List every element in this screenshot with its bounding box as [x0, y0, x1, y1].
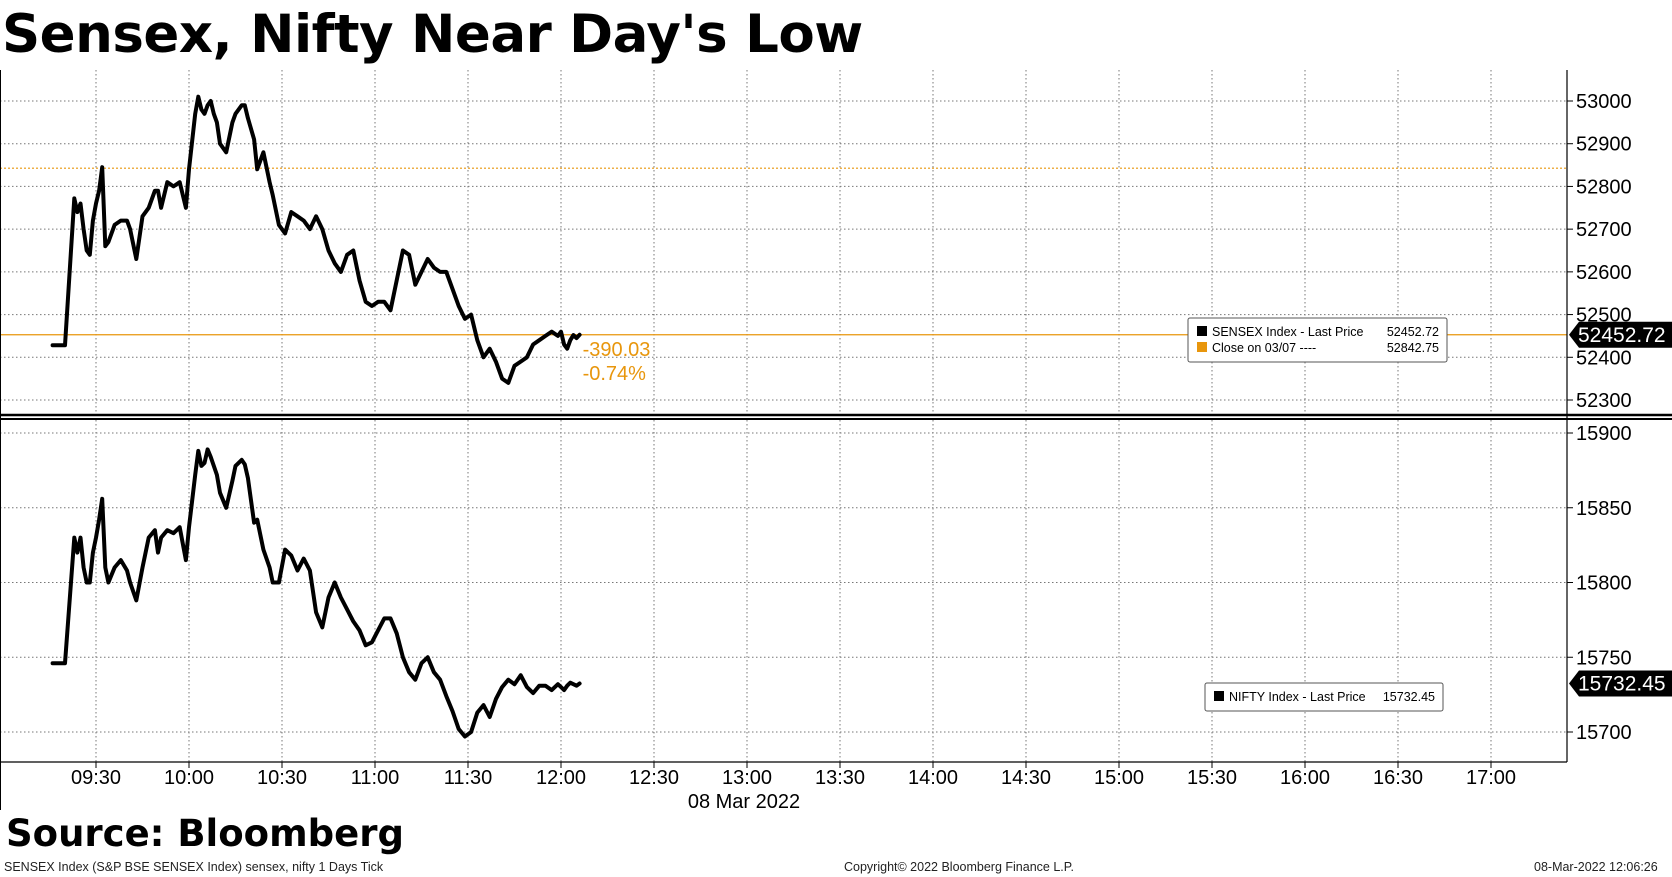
last-value-text: 15732.45 — [1578, 672, 1666, 695]
legend-swatch — [1214, 691, 1224, 701]
y-tick-label: 52600 — [1576, 262, 1632, 284]
x-tick-label: 16:30 — [1373, 767, 1423, 789]
x-tick-label: 12:00 — [536, 767, 586, 789]
x-tick-label: 10:30 — [257, 767, 307, 789]
last-value-text: 52452.72 — [1578, 324, 1666, 347]
y-tick-label: 15900 — [1576, 423, 1632, 445]
y-tick-label: 52700 — [1576, 219, 1632, 241]
series-lines — [53, 97, 580, 737]
x-tick-label: 10:00 — [164, 767, 214, 789]
x-tick-label: 12:30 — [629, 767, 679, 789]
series-line — [53, 449, 580, 736]
y-tick-label: 15750 — [1576, 647, 1632, 669]
legend: NIFTY Index - Last Price 15732.45 — [1205, 683, 1443, 711]
footer-left: SENSEX Index (S&P BSE SENSEX Index) sens… — [4, 859, 383, 875]
legend-label: NIFTY Index - Last Price — [1229, 690, 1366, 704]
x-tick-label: 11:30 — [444, 767, 493, 789]
y-tick-label: 52900 — [1576, 134, 1632, 156]
legend: SENSEX Index - Last Price 52452.72 Close o… — [1188, 318, 1447, 362]
legend-label: SENSEX Index - Last Price — [1212, 325, 1364, 339]
x-tick-label: 11:00 — [351, 767, 400, 789]
change-label: -0.74% — [583, 363, 647, 385]
legend-value: 52452.72 — [1387, 325, 1439, 339]
legend-swatch — [1197, 342, 1207, 352]
x-tick-label: 16:00 — [1280, 767, 1330, 789]
x-tick-label: 14:00 — [908, 767, 958, 789]
series-line — [53, 97, 580, 383]
x-tick-label: 14:30 — [1001, 767, 1051, 789]
x-axis-date-label: 08 Mar 2022 — [688, 791, 800, 810]
y-tick-label: 52300 — [1576, 390, 1632, 412]
y-tick-label: 53000 — [1576, 91, 1632, 113]
footer-center: Copyright© 2022 Bloomberg Finance L.P. — [844, 859, 1074, 875]
x-tick-label: 13:30 — [815, 767, 865, 789]
dual-line-chart: 09:30 10:00 10:30 11:00 11:30 12:00 12:30 13:00… — [0, 68, 1672, 810]
last-value-tag: 15732.45 — [1569, 670, 1672, 696]
x-tick-label: 13:00 — [722, 767, 772, 789]
labels: 09:30 10:00 10:30 11:00 11:30 12:00 12:30 13:00… — [71, 91, 1672, 810]
x-tick-label: 15:30 — [1187, 767, 1237, 789]
x-tick-label: 15:00 — [1094, 767, 1144, 789]
y-tick-label: 15700 — [1576, 722, 1632, 744]
legend-value: 15732.45 — [1383, 690, 1435, 704]
legend-value: 52842.75 — [1387, 341, 1439, 355]
x-tick-label: 17:00 — [1466, 767, 1516, 789]
chart-title: Sensex, Nifty Near Day's Low — [2, 2, 863, 68]
y-tick-label: 52400 — [1576, 347, 1632, 369]
reference-lines — [0, 168, 1567, 335]
y-tick-label: 15850 — [1576, 498, 1632, 520]
legend-label: Close on 03/07 ---- — [1212, 341, 1316, 355]
footer-right: 08-Mar-2022 12:06:26 — [1534, 859, 1658, 875]
legend-swatch — [1197, 326, 1207, 336]
y-tick-label: 52800 — [1576, 176, 1632, 198]
last-value-tag: 52452.72 — [1569, 322, 1672, 348]
x-tick-label: 09:30 — [71, 767, 121, 789]
source-label: Source: Bloomberg — [6, 812, 404, 856]
change-label: -390.03 — [583, 339, 651, 361]
y-tick-label: 15800 — [1576, 573, 1632, 595]
